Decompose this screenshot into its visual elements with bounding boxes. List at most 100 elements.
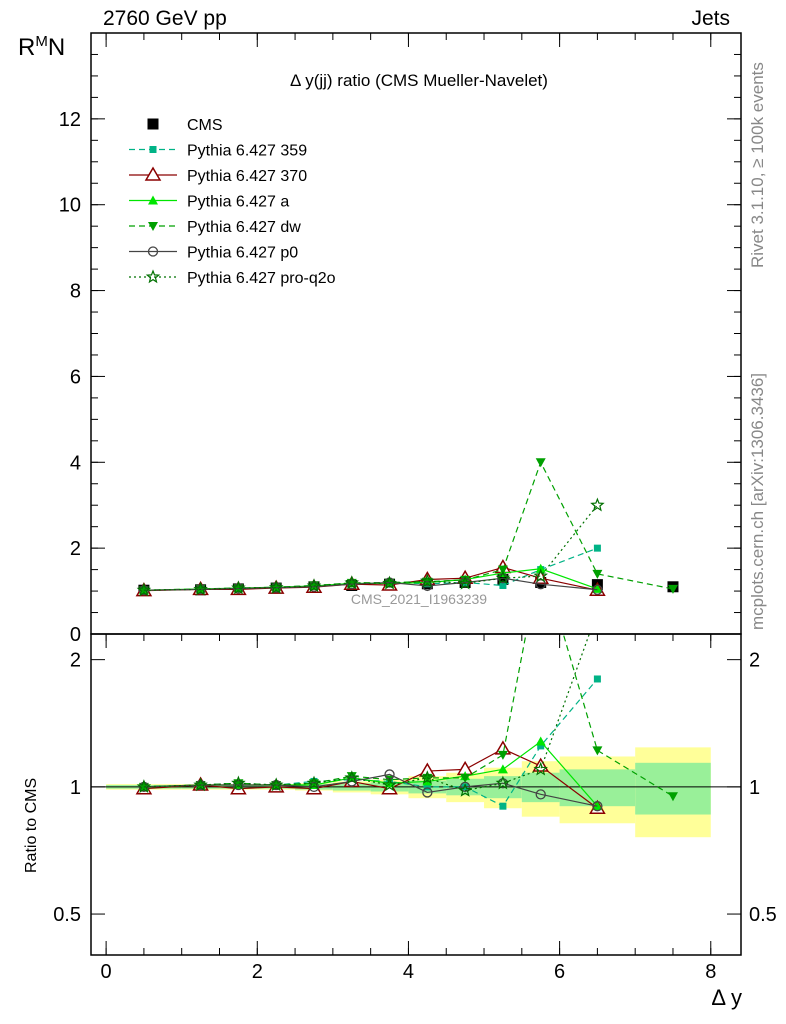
x-tick-label: 8 xyxy=(705,961,716,983)
header-right: Jets xyxy=(691,7,730,30)
y-tick-label: 4 xyxy=(70,452,81,474)
y-tick-label: 10 xyxy=(59,195,81,217)
ratio-panel-series xyxy=(135,553,678,814)
main-point-pq2o xyxy=(306,578,322,593)
rivet-version-label: Rivet 3.1.10, ≥ 100k events xyxy=(748,62,767,268)
ratio-point-pdw xyxy=(497,750,508,760)
ratio-point-pdw xyxy=(667,792,678,802)
legend-label-pa: Pythia 6.427 a xyxy=(187,194,289,211)
ratio-line-pp0 xyxy=(143,773,598,807)
main-point-pq2o xyxy=(420,573,435,588)
main-point-pdw xyxy=(592,569,603,579)
main-point-pdw xyxy=(667,584,678,594)
ratio-point-pq2o xyxy=(193,777,208,792)
main-point-pa xyxy=(535,563,546,573)
ratio-point-pq2o xyxy=(382,777,397,792)
legend-label-pq2o: Pythia 6.427 pro-q2o xyxy=(187,270,336,287)
ratio-y-axis-label: Ratio to CMS xyxy=(23,777,40,873)
ratio-point-p359 xyxy=(537,742,545,750)
ratio-y-tick-label: 1 xyxy=(70,777,81,799)
analysis-watermark: CMS_2021_I1963239 xyxy=(351,591,487,607)
ratio-point-pp0 xyxy=(308,781,320,792)
main-point-pq2o xyxy=(136,582,152,597)
ratio-y-tick-label: 0.5 xyxy=(53,904,81,926)
main-point-pq2o xyxy=(268,579,284,594)
main-point-pq2o xyxy=(457,575,473,590)
main-point-pp0 xyxy=(233,583,244,594)
main-point-pp0 xyxy=(592,584,603,595)
ratio-point-pp0 xyxy=(233,779,244,791)
legend-marker-pa xyxy=(148,195,158,205)
legend-marker-p370 xyxy=(144,166,162,181)
ratio-y-tick-label: 2 xyxy=(70,650,81,672)
ratio-y-tick-label-right: 2 xyxy=(749,650,760,672)
legend-label-p370: Pythia 6.427 370 xyxy=(187,168,307,185)
ratio-point-pq2o xyxy=(592,606,603,617)
ratio-point-p359 xyxy=(593,675,601,683)
y-tick-label: 0 xyxy=(70,624,81,646)
x-tick-label: 0 xyxy=(101,961,112,983)
main-point-pa xyxy=(592,583,603,593)
legend-marker-pp0 xyxy=(147,246,159,257)
main-line-pa xyxy=(143,568,598,591)
ratio-point-pq2o xyxy=(268,777,284,792)
main-y-axis-label: RMN xyxy=(18,33,66,61)
main-point-pq2o xyxy=(382,575,397,590)
main-point-p359 xyxy=(499,581,507,589)
legend-label-pp0: Pythia 6.427 p0 xyxy=(187,245,298,262)
x-tick-label: 4 xyxy=(403,961,414,983)
ratio-point-pa xyxy=(535,736,546,746)
main-line-p370 xyxy=(143,566,598,592)
main-point-cms xyxy=(497,573,509,585)
main-point-pp0 xyxy=(422,580,433,592)
legend-marker-cms xyxy=(147,118,159,130)
y-tick-label: 12 xyxy=(59,109,81,131)
legend-marker-p359 xyxy=(149,146,157,153)
ratio-y-tick-label-right: 0.5 xyxy=(749,904,777,926)
legend-label-p359: Pythia 6.427 359 xyxy=(187,143,307,160)
main-point-pp0 xyxy=(346,579,357,590)
ratio-point-pq2o xyxy=(533,761,548,776)
plot-title: Δ y(jj) ratio (CMS Mueller-Navelet) xyxy=(290,71,548,90)
ratio-point-pp0 xyxy=(592,801,603,812)
main-point-pq2o xyxy=(344,575,360,590)
ratio-point-pq2o xyxy=(495,775,511,790)
main-point-pp0 xyxy=(308,581,320,592)
main-point-pp0 xyxy=(535,579,546,590)
ratio-point-pp0 xyxy=(346,776,357,787)
mcplots-label: mcplots.cern.ch [arXiv:1306.3436] xyxy=(748,372,767,630)
legend-marker-pdw xyxy=(148,222,158,231)
main-point-pq2o xyxy=(533,568,548,583)
x-axis-label: Δ y xyxy=(711,985,742,1010)
main-point-pq2o xyxy=(231,580,246,595)
x-tick-label: 6 xyxy=(554,961,565,983)
ratio-point-pq2o xyxy=(457,782,473,797)
legend-label-pdw: Pythia 6.427 dw xyxy=(187,219,301,236)
ratio-point-p359 xyxy=(423,783,431,791)
ratio-point-pq2o xyxy=(306,775,322,790)
ratio-point-pdw xyxy=(536,553,546,562)
ratio-point-pq2o xyxy=(420,770,435,785)
main-point-pq2o xyxy=(590,497,605,512)
ratio-point-pdw xyxy=(592,746,603,756)
main-panel-series xyxy=(135,458,679,597)
ratio-point-p359 xyxy=(499,802,507,810)
y-tick-label: 2 xyxy=(70,538,81,560)
ratio-point-pq2o xyxy=(344,770,360,785)
ratio-point-pp0 xyxy=(459,781,471,792)
main-point-pdw xyxy=(497,565,508,575)
y-tick-label: 8 xyxy=(70,281,81,303)
main-point-pq2o xyxy=(193,581,208,596)
ratio-panel-frame xyxy=(90,633,742,956)
legend-label-cms: CMS xyxy=(187,117,223,134)
ratio-band-inner xyxy=(521,772,560,803)
main-line-pq2o xyxy=(143,504,598,591)
ratio-point-pq2o xyxy=(231,775,246,790)
main-point-pq2o xyxy=(495,570,511,585)
ratio-band-inner xyxy=(635,762,711,815)
ratio-point-pa xyxy=(497,764,508,774)
header-left: 2760 GeV pp xyxy=(103,7,227,30)
legend: CMS Pythia 6.427 359 Pythia 6.427 370 Pythi… xyxy=(129,117,336,287)
